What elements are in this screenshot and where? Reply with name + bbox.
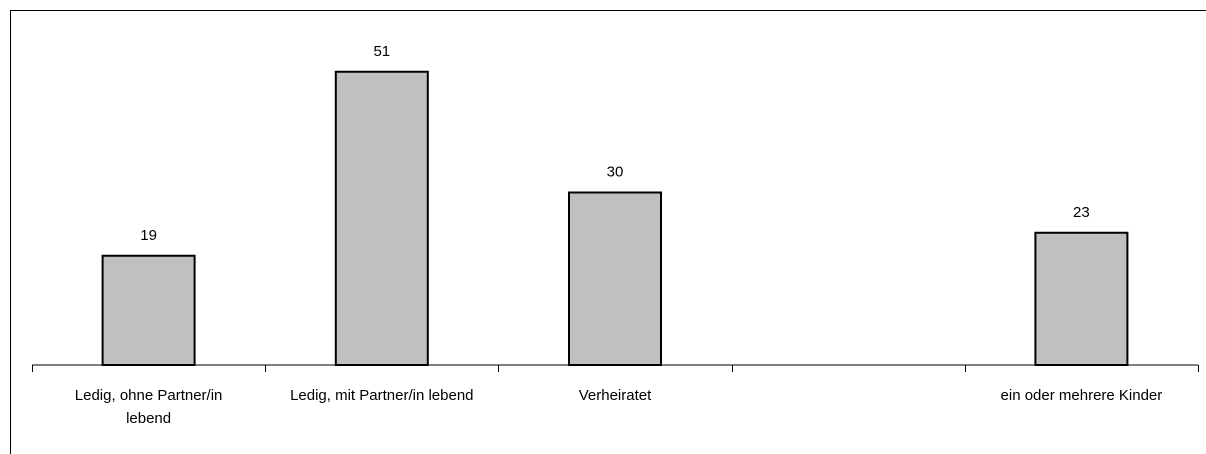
bar xyxy=(101,254,196,366)
bar xyxy=(568,191,662,366)
data-label: 30 xyxy=(607,164,624,181)
data-label: 51 xyxy=(373,43,390,60)
x-tick-label: Ledig, mit Partner/in lebend xyxy=(290,387,473,404)
bar xyxy=(1034,231,1129,366)
data-label: 23 xyxy=(1073,204,1090,221)
bar xyxy=(334,70,429,366)
x-tick-label: lebend xyxy=(126,410,171,427)
x-tick-label: Ledig, ohne Partner/in xyxy=(75,387,223,404)
x-tick-label: Verheiratet xyxy=(579,387,652,404)
chart-frame xyxy=(10,10,1206,454)
data-label: 19 xyxy=(140,227,157,244)
x-tick-label: ein oder mehrere Kinder xyxy=(1001,387,1163,404)
